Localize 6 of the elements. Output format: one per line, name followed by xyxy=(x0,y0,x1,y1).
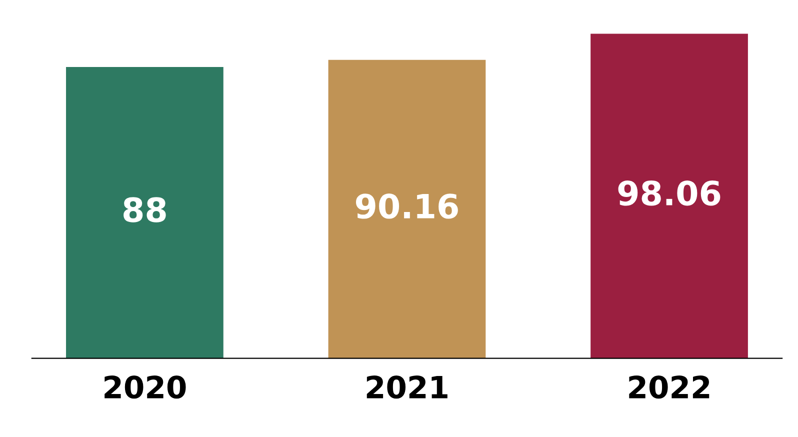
data-label: 98.06 xyxy=(618,180,720,206)
data-label: 90.16 xyxy=(356,194,458,219)
x-tick-label: 2021 xyxy=(366,376,448,399)
data-label: 88 xyxy=(124,197,166,222)
x-tick-label: 2020 xyxy=(104,376,186,399)
x-tick-label: 2022 xyxy=(629,376,710,399)
